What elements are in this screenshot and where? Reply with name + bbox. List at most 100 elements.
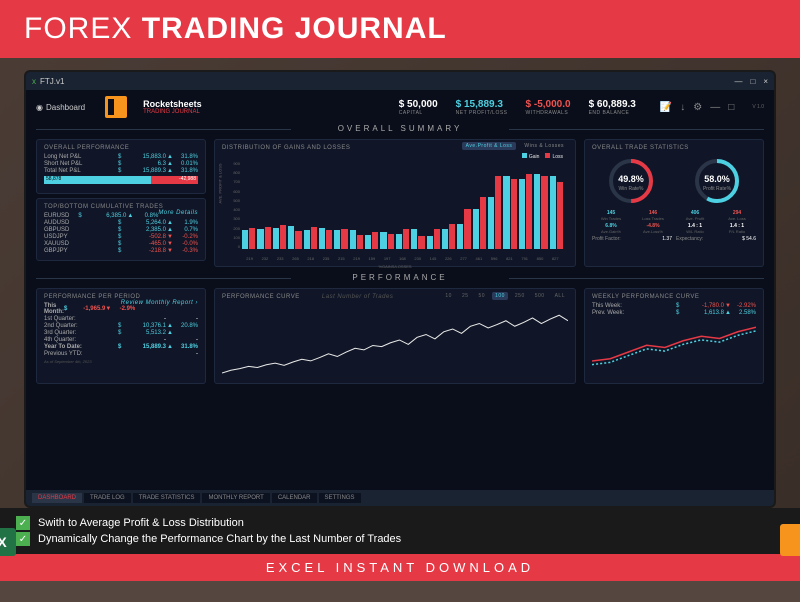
perf-period-panel: PERFORMANCE PER PERIOD Review Monthly Re…: [36, 288, 206, 384]
sheet-tab-monthly-report[interactable]: MONTHLY REPORT: [202, 493, 269, 503]
bar-pair: [273, 174, 286, 249]
stat-row: 4th Quarter:--: [44, 337, 198, 343]
weekly-chart: [592, 322, 756, 372]
stat-row: USDJPY$-502.8▼-0.2%: [44, 234, 198, 240]
curve-tab-25[interactable]: 25: [459, 292, 472, 300]
stats-title: OVERALL TRADE STATISTICS: [592, 145, 756, 151]
promo-footer: ✓ Swith to Average Profit & Loss Distrib…: [0, 508, 800, 554]
dist-y-axis: 9008007006005004003002001000: [222, 161, 240, 249]
bar-pair: [350, 174, 363, 249]
win-rate-gauge: 49.8% Win Rate%: [601, 156, 661, 206]
more-details-link[interactable]: More Details: [158, 210, 198, 216]
bar-pair: [288, 174, 301, 249]
dist-title: DISTRIBUTION OF GAINS AND LOSSES Ave.Pro…: [222, 145, 568, 151]
settings-icon[interactable]: ⚙: [693, 102, 702, 113]
minimize-icon[interactable]: —: [710, 102, 720, 113]
period-footnote: As of September 4th, 2023: [44, 359, 198, 364]
stat-cell: 1.37: [634, 236, 672, 242]
version-label: V 1.0: [752, 104, 764, 110]
perf-curve-chart: [222, 308, 568, 378]
bar-pair: [242, 174, 255, 249]
download-icon[interactable]: ↓: [680, 102, 685, 113]
sheet-tab-dashboard[interactable]: DASHBOARD: [32, 493, 82, 503]
bar-pair: [550, 174, 563, 249]
bar-pair: [473, 174, 486, 249]
dist-x-axis: 2192322332652182352152191591971682301452…: [242, 256, 563, 261]
dist-tab-wins[interactable]: Wins & Losses: [520, 142, 568, 150]
kpi-item: $ 60,889.3END BALANCE: [589, 99, 636, 116]
profit-rate-gauge: 58.0% Profit Rate%: [687, 156, 747, 206]
overall-performance-panel: OVERALL PERFORMANCE Long Net P&L$15,883.…: [36, 139, 206, 194]
bar-pair: [427, 174, 440, 249]
stat-cell: 145Win Trades: [592, 210, 630, 221]
stat-row: GBPJPY$-218.8▼-0.3%: [44, 248, 198, 254]
sheet-tab-settings[interactable]: SETTINGS: [319, 493, 361, 503]
expand-icon[interactable]: □: [728, 102, 734, 113]
kpi-item: $ 50,000CAPITAL: [399, 99, 438, 116]
sheet-tabs: DASHBOARDTRADE LOGTRADE STATISTICSMONTHL…: [26, 490, 774, 506]
brand-name: Rocketsheets: [143, 99, 202, 109]
stat-row: Short Net P&L$6.3▲0.01%: [44, 161, 198, 167]
excel-icon-small: x: [32, 77, 36, 86]
stat-row: XAUUSD$-465.0▼-0.0%: [44, 241, 198, 247]
dashboard-header: ◉ Dashboard Rocketsheets TRADING JOURNAL…: [36, 96, 764, 118]
perf-curve-title: PERFORMANCE CURVE Last Number of Trades …: [222, 294, 568, 300]
stat-row: Total Net P&L$15,889.3▲31.8%: [44, 168, 198, 174]
summary-section-title: OVERALL SUMMARY: [36, 124, 764, 133]
weekly-panel: WEEKLY PERFORMANCE CURVE This Week:$-1,7…: [584, 288, 764, 384]
curve-tab-ALL[interactable]: ALL: [552, 292, 568, 300]
bar-pair: [488, 174, 501, 249]
promo-bottom-banner: EXCEL INSTANT DOWNLOAD: [0, 554, 800, 581]
curve-tab-100[interactable]: 100: [492, 292, 508, 300]
distribution-chart: Gain Loss 9008007006005004003002001000 A…: [222, 161, 568, 261]
stat-row: This Week:$-1,780.0▼-2.92%: [592, 303, 756, 309]
note-icon[interactable]: 📝: [660, 102, 672, 113]
negative-bar: -42,988: [151, 176, 198, 184]
maximize-button[interactable]: □: [750, 77, 755, 86]
promo-title-bold: TRADING JOURNAL: [142, 12, 447, 45]
stat-row: Prev. Week:$1,613.8▲2.58%: [592, 310, 756, 316]
bar-pair: [534, 174, 547, 249]
stat-cell: Expectancy:: [676, 236, 714, 242]
bar-pair: [411, 174, 424, 249]
bar-pair: [304, 174, 317, 249]
weekly-title: WEEKLY PERFORMANCE CURVE: [592, 294, 756, 300]
gauge2-value: 58.0%: [687, 174, 747, 184]
dashboard-label: ◉ Dashboard: [36, 103, 85, 112]
minimize-button[interactable]: —: [734, 77, 742, 86]
bar-pair: [396, 174, 409, 249]
stat-cell: 406Ave. Profit: [676, 210, 714, 221]
window-titlebar: x FTJ.v1 — □ ×: [26, 72, 774, 90]
bar-pair: [503, 174, 516, 249]
curve-sub: Last Number of Trades: [322, 294, 393, 300]
stat-row: GBPUSD$2,385.0▲0.7%: [44, 227, 198, 233]
stat-row: EURUSD$6,385.0▲0.8%: [44, 213, 158, 219]
file-name: FTJ.v1: [40, 77, 64, 86]
stat-cell: -4.8%Ave.Loss%: [634, 223, 672, 234]
sheet-tab-trade-log[interactable]: TRADE LOG: [84, 493, 131, 503]
curve-tab-500[interactable]: 500: [532, 292, 548, 300]
feature-1: Swith to Average Profit & Loss Distribut…: [38, 517, 244, 529]
check-icon: ✓: [16, 516, 30, 530]
monitor-screen: x FTJ.v1 — □ × ◉ Dashboard Rocketsheets …: [24, 70, 776, 508]
bar-pair: [257, 174, 270, 249]
sheet-tab-trade-statistics[interactable]: TRADE STATISTICS: [133, 493, 201, 503]
dist-x-label: %GAINS/LOSSES: [378, 264, 411, 269]
bar-pair: [380, 174, 393, 249]
curve-tab-250[interactable]: 250: [512, 292, 528, 300]
curve-tab-50[interactable]: 50: [476, 292, 489, 300]
sheet-tab-calendar[interactable]: CALENDAR: [272, 493, 317, 503]
bar-pair: [519, 174, 532, 249]
promo-header: FOREX TRADING JOURNAL: [0, 0, 800, 58]
stat-row: 2nd Quarter:$10,376.1▲20.8%: [44, 323, 198, 329]
bar-pair: [334, 174, 347, 249]
curve-tab-10[interactable]: 10: [442, 292, 455, 300]
stat-cell: 294Ave. Loss: [718, 210, 756, 221]
kpi-item: $ 15,889.3NET PROFIT/LOSS: [456, 99, 508, 116]
top-bottom-panel: TOP/BOTTOM CUMULATIVE TRADES More Detail…: [36, 198, 206, 261]
excel-logo: X: [0, 528, 16, 556]
dist-tab-avg[interactable]: Ave.Profit & Loss: [462, 142, 517, 150]
close-button[interactable]: ×: [763, 77, 768, 86]
brand-logo: [105, 96, 127, 118]
feature-2: Dynamically Change the Performance Chart…: [38, 533, 401, 545]
